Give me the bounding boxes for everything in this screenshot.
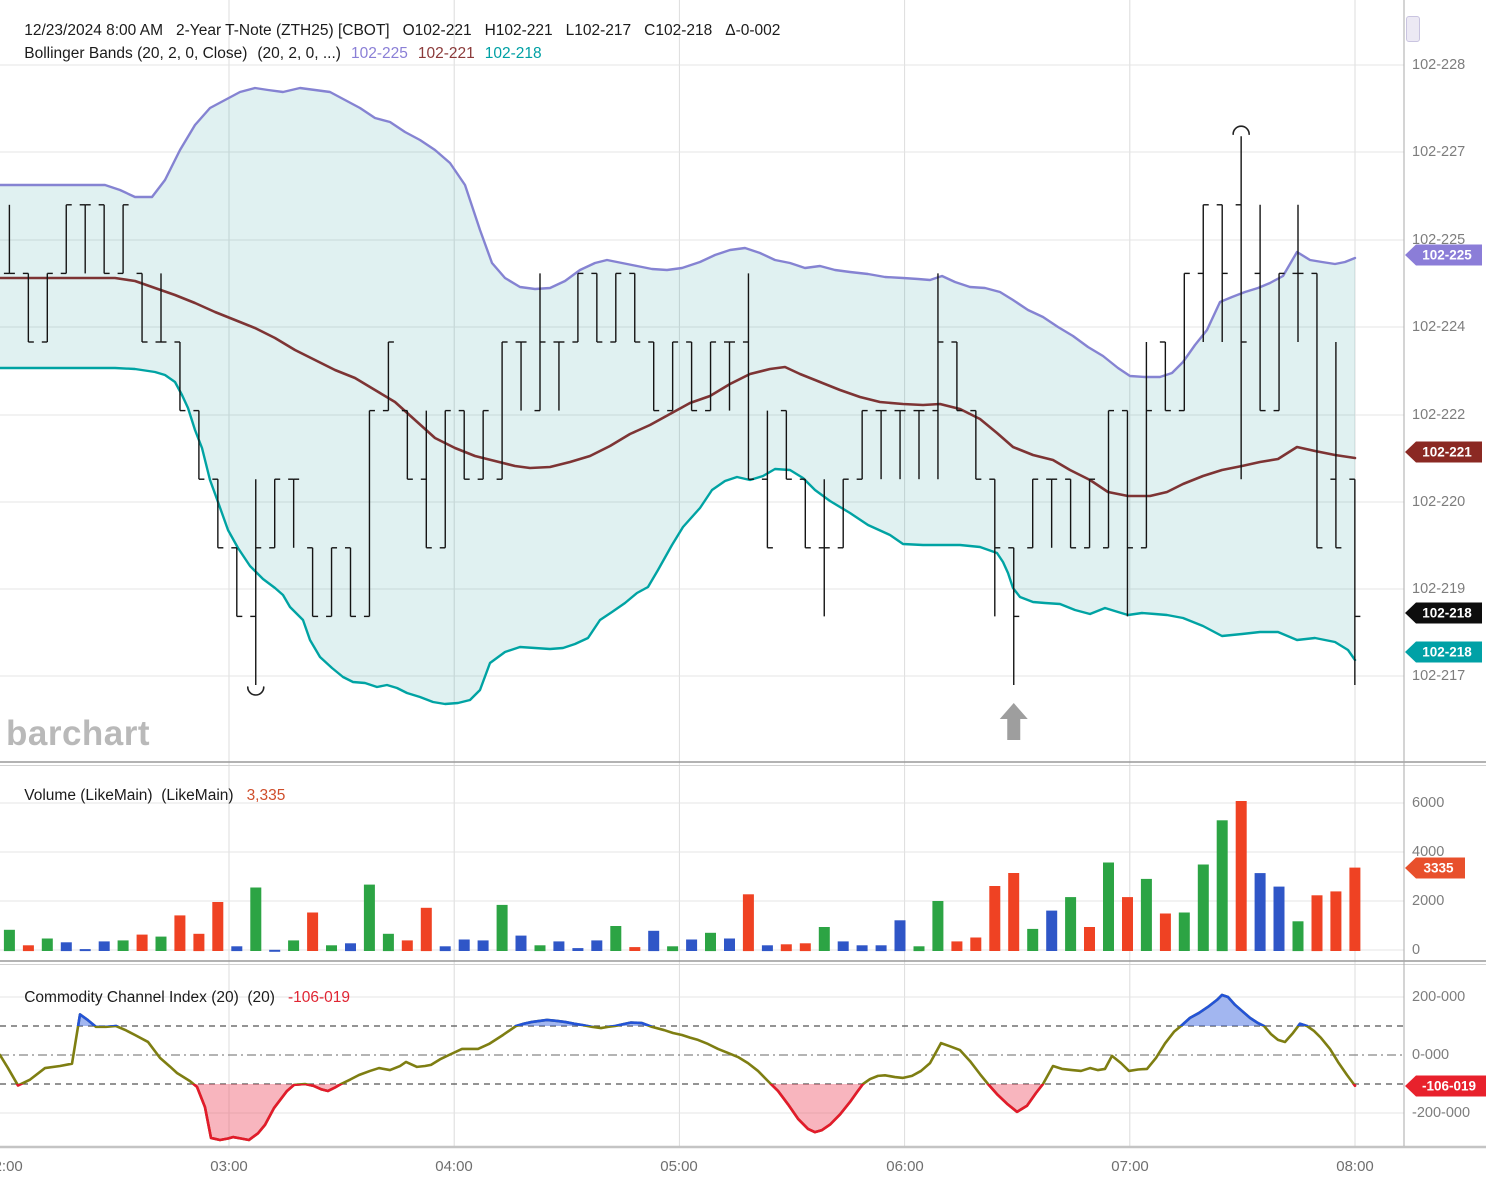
quote-header: 12/23/2024 8:00 AM 2-Year T-Note (ZTH25) … — [7, 4, 793, 58]
time-axis-label: 05:00 — [660, 1158, 698, 1175]
price-axis-label: 102-222 — [1412, 407, 1466, 423]
axis-handle-icon[interactable] — [1406, 16, 1420, 42]
volume-gridlines — [0, 802, 1404, 951]
up-arrow-annotation — [999, 703, 1028, 740]
price-axis-label: 102-228 — [1412, 57, 1466, 73]
time-axis-label: 06:00 — [886, 1158, 924, 1175]
cci-line — [0, 993, 1357, 1142]
volume-header[interactable]: Volume (LikeMain) (LikeMain) 3,335 — [7, 769, 298, 823]
last-price-badge: 102-218 — [1405, 602, 1482, 624]
price-axis-label: 102-220 — [1412, 494, 1466, 510]
bollinger-upper-value: 102-225 — [350, 45, 408, 62]
price-axis-label: 102-227 — [1412, 144, 1466, 160]
bollinger-bands — [0, 86, 1357, 706]
cci-axis-label: -200-000 — [1412, 1105, 1471, 1121]
volume-bars — [3, 801, 1361, 952]
cci-badge: -106-019 — [1405, 1075, 1486, 1097]
time-axis-label: 02:00 — [0, 1158, 23, 1175]
bollinger-lower-value: 102-218 — [484, 45, 542, 62]
price-axis-label: 102-225 — [1412, 232, 1466, 248]
middle-band-badge: 102-221 — [1405, 441, 1482, 463]
cci-header[interactable]: Commodity Channel Index (20) (20) -106-01… — [7, 971, 363, 1025]
price-axis-label: 102-219 — [1412, 581, 1466, 597]
volume-value: 3,335 — [246, 787, 286, 804]
barchart-watermark-logo: barchart — [6, 714, 151, 753]
cci-label: Commodity Channel Index (20) (20) — [24, 989, 275, 1006]
quote-datetime: 12/23/2024 8:00 AM — [24, 22, 163, 39]
volume-axis-label: 0 — [1412, 942, 1421, 958]
quote-symbol: 2-Year T-Note (ZTH25) [CBOT] — [176, 22, 390, 39]
price-axis-label: 102-224 — [1412, 319, 1466, 335]
cci-axis-label: 0-000 — [1412, 1047, 1450, 1063]
quote-high: H102-221 — [484, 22, 553, 39]
bollinger-header[interactable]: Bollinger Bands (20, 2, 0, Close) (20, 2,… — [7, 27, 552, 81]
volume-axis-label: 6000 — [1412, 795, 1445, 811]
quote-change: Δ-0-002 — [725, 22, 781, 39]
cci-value: -106-019 — [287, 989, 350, 1006]
price-axis-label: 102-217 — [1412, 668, 1466, 684]
bollinger-middle-value: 102-221 — [417, 45, 475, 62]
cci-axis-label: 200-000 — [1412, 989, 1466, 1005]
price-gridlines — [0, 64, 1404, 677]
bollinger-label: Bollinger Bands (20, 2, 0, Close) — [24, 45, 248, 62]
time-axis-label: 07:00 — [1111, 1158, 1149, 1175]
annotations — [246, 125, 1250, 740]
volume-badge: 3335 — [1405, 857, 1465, 879]
quote-close: C102-218 — [644, 22, 713, 39]
bollinger-params: (20, 2, 0, ...) — [257, 45, 341, 62]
upper-band-badge: 102-225 — [1405, 244, 1482, 266]
volume-axis-label: 4000 — [1412, 844, 1445, 860]
time-axis-label: 04:00 — [435, 1158, 473, 1175]
time-axis-label: 03:00 — [210, 1158, 248, 1175]
panel-dividers — [0, 761, 1486, 1149]
quote-open: O102-221 — [402, 22, 472, 39]
ohlc-bars — [3, 136, 1361, 685]
volume-label: Volume (LikeMain) (LikeMain) — [24, 787, 234, 804]
time-axis-label: 08:00 — [1336, 1158, 1374, 1175]
lower-band-badge: 102-218 — [1405, 641, 1482, 663]
quote-low: L102-217 — [565, 22, 632, 39]
volume-axis-label: 2000 — [1412, 893, 1445, 909]
